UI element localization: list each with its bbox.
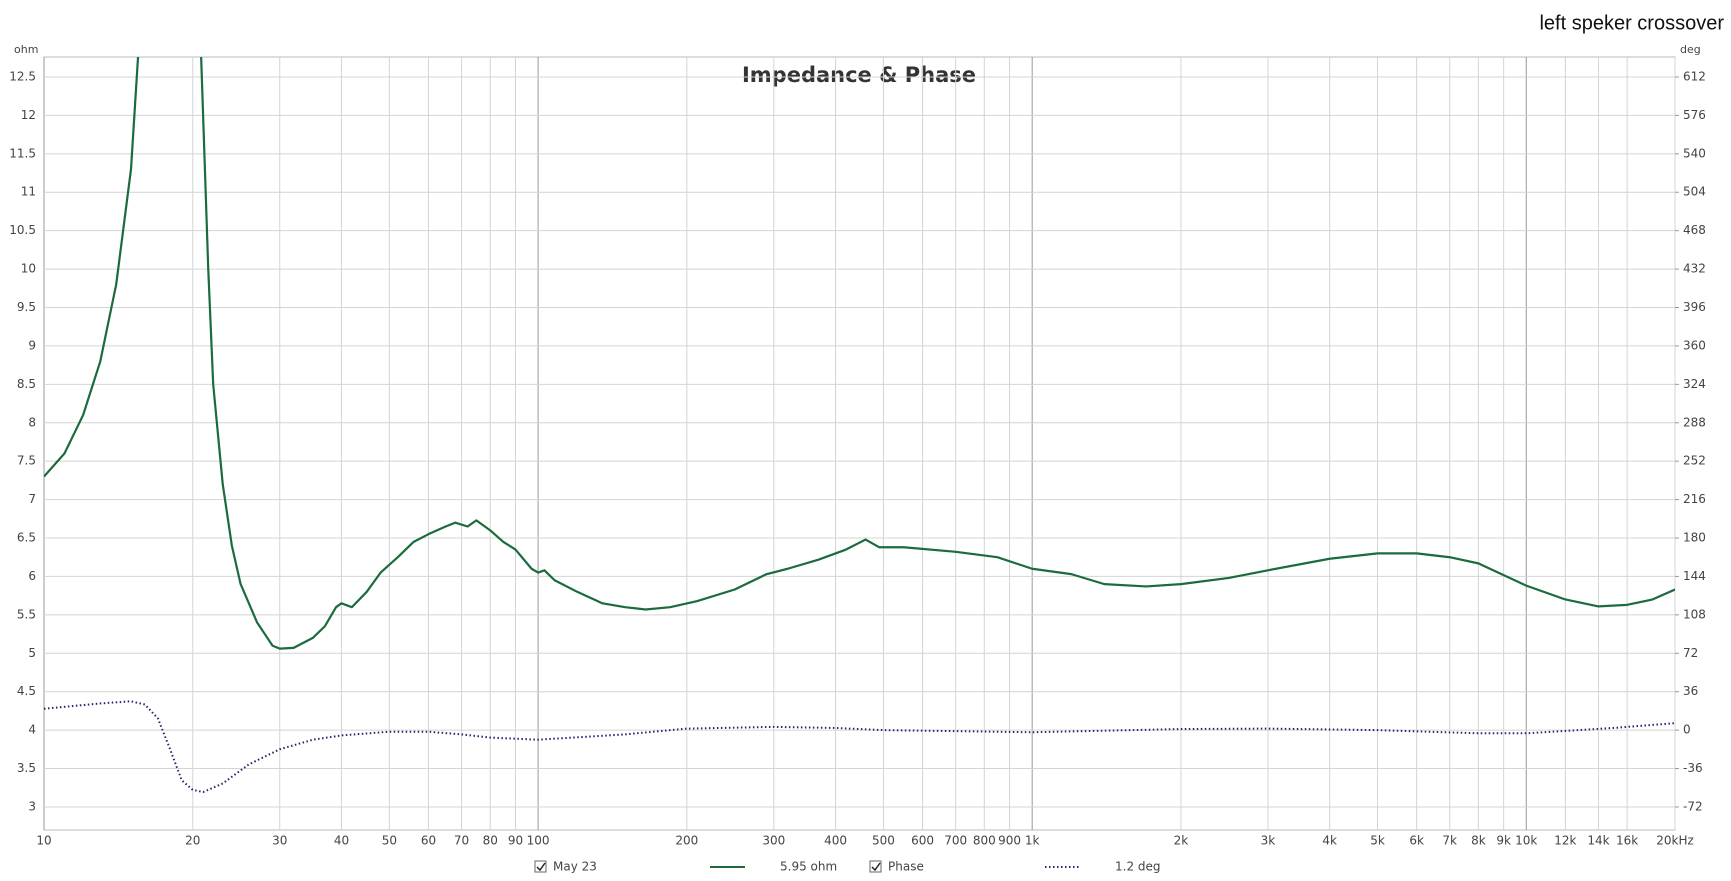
x-tick-label: 7k	[1442, 834, 1457, 848]
x-tick-label: 500	[872, 834, 895, 848]
plot-lines	[44, 57, 1675, 794]
y-tick-label: 11	[21, 185, 36, 199]
legend-name: May 23	[553, 860, 597, 874]
legend-checkbox[interactable]	[534, 860, 547, 873]
y-tick-label: 9.5	[17, 300, 36, 314]
y-tick-label: 9	[28, 338, 36, 352]
y2-tick-label: 360	[1683, 338, 1706, 352]
y2-tick-label: 540	[1683, 146, 1706, 160]
y2-tick-label: 252	[1683, 454, 1706, 468]
x-tick-label: 20kHz	[1656, 834, 1694, 848]
x-tick-label: 9k	[1496, 834, 1511, 848]
x-tick-label: 40	[334, 834, 349, 848]
y-tick-label: 3.5	[17, 761, 36, 775]
series-line	[44, 57, 1675, 650]
x-tick-label: 600	[911, 834, 934, 848]
y2-tick-label: 144	[1683, 569, 1706, 583]
x-tick-label: 90	[508, 834, 523, 848]
y-tick-label: 4	[28, 723, 36, 737]
x-tick-label: 4k	[1322, 834, 1337, 848]
y-tick-label: 5	[28, 646, 36, 660]
y2-tick-label: 468	[1683, 223, 1706, 237]
x-tick-label: 3k	[1261, 834, 1276, 848]
legend-readout: 5.95 ohm	[780, 860, 837, 874]
y2-tick-label: 288	[1683, 415, 1706, 429]
x-tick-label: 800	[973, 834, 996, 848]
x-tick-label: 1k	[1025, 834, 1040, 848]
x-tick-label: 300	[762, 834, 785, 848]
y2-tick-label: 324	[1683, 377, 1706, 391]
plot-area	[43, 56, 1676, 831]
y-tick-label: 10.5	[9, 223, 36, 237]
y2-tick-label: 504	[1683, 185, 1706, 199]
x-tick-label: 700	[944, 834, 967, 848]
y2-tick-label: 108	[1683, 607, 1706, 621]
y-tick-label: 5.5	[17, 607, 36, 621]
y-tick-label: 10	[21, 262, 36, 276]
x-tick-label: 80	[483, 834, 498, 848]
x-tick-label: 6k	[1409, 834, 1424, 848]
y2-tick-label: 0	[1683, 723, 1691, 737]
legend-checkmark	[871, 862, 881, 872]
x-tick-label: 2k	[1174, 834, 1189, 848]
y2-axis-label: deg	[1680, 43, 1701, 56]
y-tick-label: 4.5	[17, 684, 36, 698]
y-tick-label: 7	[28, 492, 36, 506]
x-tick-label: 200	[675, 834, 698, 848]
y2-tick-label: 432	[1683, 262, 1706, 276]
y-tick-label: 3	[28, 799, 36, 813]
y-tick-label: 7.5	[17, 454, 36, 468]
y-tick-label: 6	[28, 569, 36, 583]
x-tick-label: 70	[454, 834, 469, 848]
x-tick-label: 10k	[1515, 834, 1537, 848]
y-tick-label: 8.5	[17, 377, 36, 391]
y2-tick-label: -72	[1683, 799, 1703, 813]
y2-tick-label: 396	[1683, 300, 1706, 314]
y-tick-label: 12.5	[9, 69, 36, 83]
x-tick-label: 8k	[1471, 834, 1486, 848]
legend: May 23 5.95 ohm Phase 1.2 deg	[534, 860, 1161, 874]
y2-tick-label: 576	[1683, 108, 1706, 122]
x-tick-label: 100	[527, 834, 550, 848]
x-tick-label: 12k	[1554, 834, 1576, 848]
y-tick-label: 11.5	[9, 146, 36, 160]
y-axis-label: ohm	[14, 43, 38, 56]
x-tick-label: 5k	[1370, 834, 1385, 848]
y2-tick-label: 72	[1683, 646, 1698, 660]
legend-readout: 1.2 deg	[1115, 860, 1161, 874]
x-tick-label: 10	[36, 834, 51, 848]
x-tick-label: 30	[272, 834, 287, 848]
legend-checkbox[interactable]	[869, 860, 882, 873]
x-tick-label: 14k	[1587, 834, 1609, 848]
chart-title: Impedance & Phase	[742, 63, 976, 87]
x-tick-label: 900	[998, 834, 1021, 848]
legend-checkmark	[536, 862, 546, 872]
series-line	[44, 700, 1675, 794]
grid: 10 20 30 40 50 60 70 80 90 100 200 300 400 500 600 700 8…	[9, 57, 1706, 848]
window-title: left speker crossover	[1539, 12, 1724, 34]
x-tick-label: 60	[421, 834, 436, 848]
y2-tick-label: 36	[1683, 684, 1698, 698]
y2-tick-label: 216	[1683, 492, 1706, 506]
y2-tick-label: 180	[1683, 531, 1706, 545]
x-tick-label: 400	[824, 834, 847, 848]
x-tick-label: 20	[185, 834, 200, 848]
x-tick-label: 16k	[1616, 834, 1638, 848]
legend-name: Phase	[888, 860, 924, 874]
y2-tick-label: 612	[1683, 69, 1706, 83]
y-tick-label: 6.5	[17, 531, 36, 545]
x-tick-label: 50	[382, 834, 397, 848]
y-tick-label: 12	[21, 108, 36, 122]
y-tick-label: 8	[28, 415, 36, 429]
y2-tick-label: -36	[1683, 761, 1703, 775]
